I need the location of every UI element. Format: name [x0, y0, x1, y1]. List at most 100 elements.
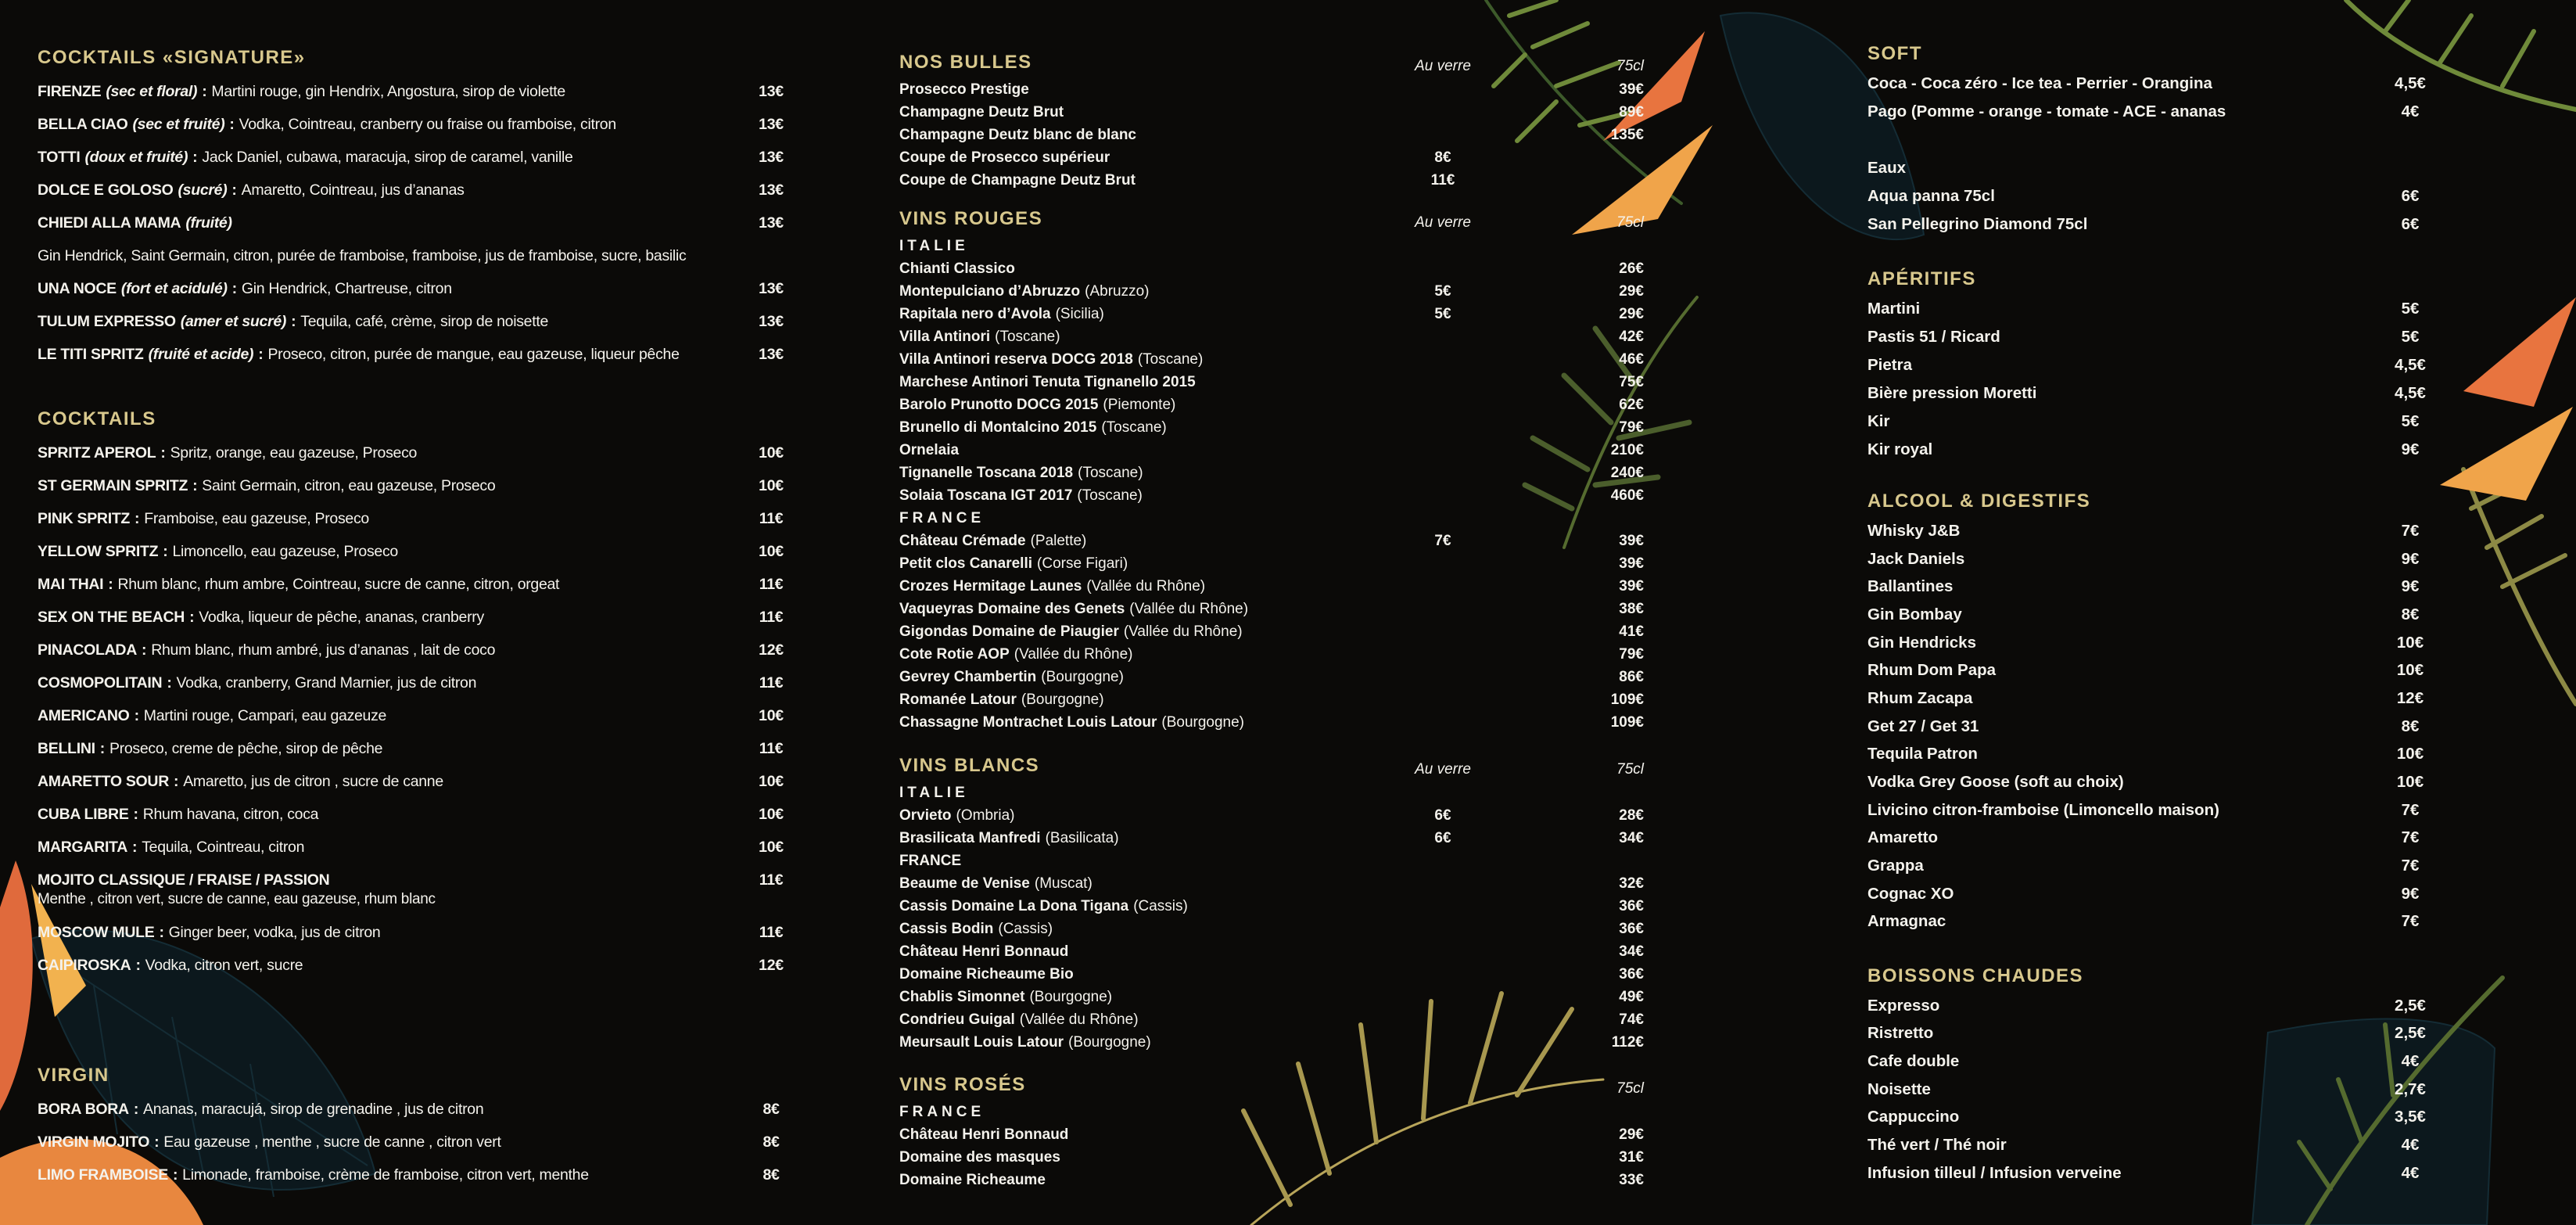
item-price: 11€: [759, 576, 784, 593]
menu-item: Rhum Dom Papa 10€: [1867, 656, 2445, 684]
item-separator: :: [231, 181, 237, 199]
item-description: Amaretto, jus de citron , sucre de canne: [183, 772, 443, 790]
item-price: 13€: [759, 346, 784, 363]
wine-name: Villa Antinori reserva DOCG 2018: [899, 350, 1133, 368]
item-price: 10€: [759, 839, 784, 856]
bottle-price: 39€: [1619, 577, 1644, 595]
item-separator: :: [154, 1133, 160, 1151]
section-title: VINS ROSÉS 75cl: [899, 1069, 1644, 1101]
menu-item: Gin Hendrick, Saint Germain, citron, pur…: [38, 239, 796, 272]
wine-region: (Vallée du Rhône): [1086, 577, 1206, 595]
item-price: 9€: [2401, 549, 2420, 568]
wine-name: Crozes Hermitage Launes: [899, 577, 1082, 595]
item-price: 10€: [2396, 745, 2424, 763]
wine-name: Brunello di Montalcino 2015: [899, 419, 1097, 436]
menu-item: MAI THAI: Rhum blanc, rhum ambre, Cointre…: [38, 568, 796, 601]
menu-item: Brunello di Montalcino 2015 (Toscane) 79€: [899, 416, 1644, 439]
item-separator: :: [133, 805, 139, 823]
item-price: 10€: [759, 707, 784, 724]
item-price: 2,7€: [2395, 1080, 2426, 1098]
menu-item: Coca - Coca zéro - Ice tea - Perrier - O…: [1867, 70, 2445, 98]
menu-item: Grappa 7€: [1867, 852, 2445, 880]
menu-item: Livicino citron-framboise (Limoncello ma…: [1867, 796, 2445, 824]
bottle-price: 36€: [1619, 920, 1644, 937]
menu-item: Cappuccino 3,5€: [1867, 1104, 2445, 1132]
item-separator: :: [99, 739, 106, 757]
menu-item: COSMOPOLITAIN: Vodka, cranberry, Grand Ma…: [38, 666, 796, 699]
menu-item: Brasilicata Manfredi (Basilicata) 6€ 34€: [899, 827, 1644, 850]
menu-item: Meursault Louis Latour (Bourgogne) 112€: [899, 1031, 1644, 1054]
item-name: CAIPIROSKA: [38, 956, 131, 974]
section-title-text: COCKTAILS: [38, 408, 156, 429]
item-name: LIMO FRAMBOISE: [38, 1166, 168, 1184]
section-title: VINS ROUGES Au verre 75cl: [899, 203, 1644, 235]
item-price: 7€: [2401, 857, 2420, 875]
bottle-price: 240€: [1610, 464, 1644, 481]
item-name: YELLOW SPRITZ: [38, 542, 159, 560]
item-separator: :: [229, 115, 235, 133]
menu-item: LIMO FRAMBOISE: Limonade, framboise, crèm…: [38, 1159, 796, 1191]
wine-region: (Cassis): [998, 920, 1053, 937]
wine-region: (Bourgogne): [1068, 1033, 1151, 1051]
bottle-price: 39€: [1619, 81, 1644, 98]
section-title-text: VIRGIN: [38, 1065, 109, 1086]
wine-name: Romanée Latour: [899, 691, 1017, 708]
menu-item: Cafe double 4€: [1867, 1047, 2445, 1076]
menu-item: Rhum Zacapa 12€: [1867, 684, 2445, 713]
item-name: Kir: [1867, 412, 1890, 430]
item-name: Kir royal: [1867, 440, 1933, 458]
section-title: APÉRITIFS: [1867, 264, 2445, 295]
wine-name: Solaia Toscana IGT 2017: [899, 487, 1073, 504]
menu-item: Aqua panna 75cl 6€: [1867, 182, 2445, 210]
item-price: 11€: [759, 609, 784, 626]
menu-item: Vodka Grey Goose (soft au choix) 10€: [1867, 768, 2445, 796]
item-name: Pago (Pomme - orange - tomate - ACE - an…: [1867, 102, 2226, 120]
menu-item: Champagne Deutz Brut 89€: [899, 101, 1644, 124]
menu-item: Villa Antinori reserva DOCG 2018 (Toscane…: [899, 348, 1644, 371]
item-description: Martini rouge, gin Hendrix, Angostura, s…: [211, 82, 565, 100]
menu-item: PINK SPRITZ: Framboise, eau gazeuse, Pros…: [38, 502, 796, 535]
bottle-price: 109€: [1610, 691, 1644, 708]
item-description: Amaretto, Cointreau, jus d’ananas: [241, 181, 465, 199]
item-separator: :: [160, 444, 166, 462]
menu-item: Romanée Latour (Bourgogne) 109€: [899, 688, 1644, 711]
item-price: 10€: [759, 543, 784, 560]
bottle-price: 210€: [1610, 441, 1644, 458]
item-name: Bière pression Moretti: [1867, 384, 2037, 402]
item-price: 9€: [2401, 440, 2420, 458]
section-title: VINS BLANCS Au verre 75cl: [899, 750, 1644, 781]
item-name: MAI THAI: [38, 575, 104, 593]
menu-item: ITALIE: [899, 235, 1644, 257]
menu-item: Villa Antinori (Toscane) 42€: [899, 325, 1644, 348]
bottle-price: 135€: [1610, 126, 1644, 143]
menu-item: PINACOLADA: Rhum blanc, rhum ambré, jus d…: [38, 634, 796, 666]
section-title: VIRGIN: [38, 1058, 796, 1093]
wine-name: Domaine Richeaume: [899, 1171, 1046, 1188]
menu-item: Armagnac 7€: [1867, 908, 2445, 936]
item-name: MOSCOW MULE: [38, 923, 155, 941]
glass-price: 8€: [1434, 149, 1451, 166]
section-title-text: BOISSONS CHAUDES: [1867, 965, 2084, 986]
item-name: Noisette: [1867, 1080, 1931, 1098]
item-name: Expresso: [1867, 996, 1940, 1015]
wine-region: (Bourgogne): [1161, 713, 1244, 731]
bottle-price: 29€: [1619, 1126, 1644, 1143]
menu-item: Vaqueyras Domaine des Genets (Vallée du R…: [899, 598, 1644, 620]
item-description: Tequila, Cointreau, citron: [142, 838, 305, 856]
menu-item: DOLCE E GOLOSO (sucré): Amaretto, Cointrea…: [38, 174, 796, 207]
item-price: 8€: [762, 1133, 780, 1151]
item-description: Rhum blanc, rhum ambre, Cointreau, sucre…: [117, 575, 560, 593]
item-name: Aqua panna 75cl: [1867, 187, 1995, 205]
menu-item: Pastis 51 / Ricard 5€: [1867, 323, 2445, 351]
bottle-price: 38€: [1619, 600, 1644, 617]
item-price: 5€: [2401, 300, 2420, 318]
menu-item: Cote Rotie AOP (Vallée du Rhône) 79€: [899, 643, 1644, 666]
wine-name: Coupe de Champagne Deutz Brut: [899, 171, 1136, 189]
menu-item: LE TITI SPRITZ (fruité et acide): Proseco,…: [38, 338, 796, 371]
wine-name: Chassagne Montrachet Louis Latour: [899, 713, 1157, 731]
section-title: NOS BULLES Au verre 75cl: [899, 47, 1644, 78]
item-name: Cappuccino: [1867, 1108, 1960, 1126]
wine-name: Cote Rotie AOP: [899, 645, 1010, 663]
item-separator: :: [189, 608, 195, 626]
menu-item: Noisette 2,7€: [1867, 1076, 2445, 1104]
